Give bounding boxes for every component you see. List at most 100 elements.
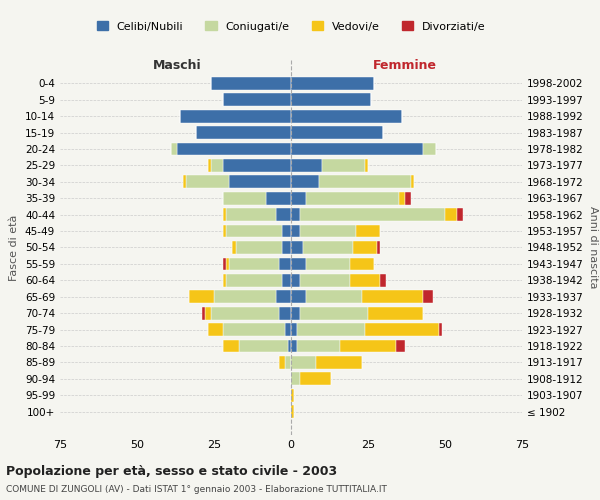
Bar — [424, 142, 436, 156]
Bar — [282, 241, 291, 254]
Bar — [229, 258, 278, 270]
Bar — [183, 176, 186, 188]
Bar — [396, 340, 405, 352]
Bar — [362, 290, 424, 303]
Bar — [291, 306, 300, 320]
Bar — [291, 241, 304, 254]
Bar — [291, 340, 297, 352]
Bar — [208, 323, 223, 336]
Bar — [291, 224, 300, 237]
Bar — [307, 290, 362, 303]
Bar — [340, 340, 396, 352]
Bar — [457, 208, 463, 221]
Bar — [365, 159, 368, 172]
Bar — [291, 94, 371, 106]
Bar — [399, 192, 405, 204]
Bar — [445, 208, 457, 221]
Bar — [350, 258, 374, 270]
Bar — [223, 192, 266, 204]
Bar — [291, 126, 383, 139]
Bar — [297, 323, 365, 336]
Y-axis label: Fasce di età: Fasce di età — [10, 214, 19, 280]
Bar — [223, 340, 239, 352]
Bar — [350, 274, 380, 286]
Bar — [278, 306, 291, 320]
Bar — [226, 258, 229, 270]
Bar — [307, 258, 350, 270]
Bar — [353, 241, 377, 254]
Legend: Celibi/Nubili, Coniugati/e, Vedovi/e, Divorziati/e: Celibi/Nubili, Coniugati/e, Vedovi/e, Di… — [92, 17, 490, 36]
Bar — [291, 77, 374, 90]
Bar — [291, 274, 300, 286]
Bar — [211, 159, 223, 172]
Bar — [291, 389, 294, 402]
Bar — [278, 258, 291, 270]
Bar — [223, 159, 291, 172]
Bar — [208, 159, 211, 172]
Bar — [439, 323, 442, 336]
Bar — [180, 110, 291, 122]
Bar — [356, 224, 380, 237]
Bar — [282, 274, 291, 286]
Bar — [411, 176, 414, 188]
Bar — [291, 290, 307, 303]
Bar — [291, 208, 300, 221]
Bar — [205, 306, 211, 320]
Bar — [288, 340, 291, 352]
Bar — [223, 208, 226, 221]
Bar — [275, 208, 291, 221]
Bar — [424, 290, 433, 303]
Bar — [405, 192, 411, 204]
Bar — [226, 224, 282, 237]
Bar — [291, 323, 297, 336]
Bar — [297, 340, 340, 352]
Text: COMUNE DI ZUNGOLI (AV) - Dati ISTAT 1° gennaio 2003 - Elaborazione TUTTITALIA.IT: COMUNE DI ZUNGOLI (AV) - Dati ISTAT 1° g… — [6, 485, 387, 494]
Bar — [232, 241, 236, 254]
Bar — [300, 274, 350, 286]
Bar — [300, 208, 445, 221]
Bar — [190, 290, 214, 303]
Bar — [211, 306, 278, 320]
Bar — [196, 126, 291, 139]
Bar — [171, 142, 177, 156]
Bar — [177, 142, 291, 156]
Bar — [223, 274, 226, 286]
Bar — [291, 405, 294, 418]
Bar — [236, 241, 282, 254]
Text: Maschi: Maschi — [153, 59, 202, 72]
Bar — [300, 372, 331, 385]
Bar — [239, 340, 288, 352]
Bar — [291, 192, 307, 204]
Y-axis label: Anni di nascita: Anni di nascita — [587, 206, 598, 289]
Bar — [266, 192, 291, 204]
Bar — [291, 258, 307, 270]
Bar — [226, 274, 282, 286]
Bar — [316, 356, 362, 368]
Bar — [229, 176, 291, 188]
Bar — [223, 94, 291, 106]
Bar — [304, 241, 353, 254]
Bar — [291, 142, 424, 156]
Bar — [377, 241, 380, 254]
Bar — [214, 290, 275, 303]
Bar — [275, 290, 291, 303]
Bar — [223, 323, 285, 336]
Bar — [365, 323, 439, 336]
Bar — [282, 224, 291, 237]
Bar — [186, 176, 229, 188]
Bar — [278, 356, 285, 368]
Bar — [380, 274, 386, 286]
Bar — [226, 208, 275, 221]
Bar — [307, 192, 399, 204]
Bar — [319, 176, 411, 188]
Text: Popolazione per età, sesso e stato civile - 2003: Popolazione per età, sesso e stato civil… — [6, 465, 337, 478]
Bar — [291, 159, 322, 172]
Bar — [291, 372, 300, 385]
Bar — [223, 224, 226, 237]
Bar — [291, 110, 402, 122]
Bar — [291, 176, 319, 188]
Bar — [285, 323, 291, 336]
Bar — [211, 77, 291, 90]
Bar — [223, 258, 226, 270]
Bar — [300, 306, 368, 320]
